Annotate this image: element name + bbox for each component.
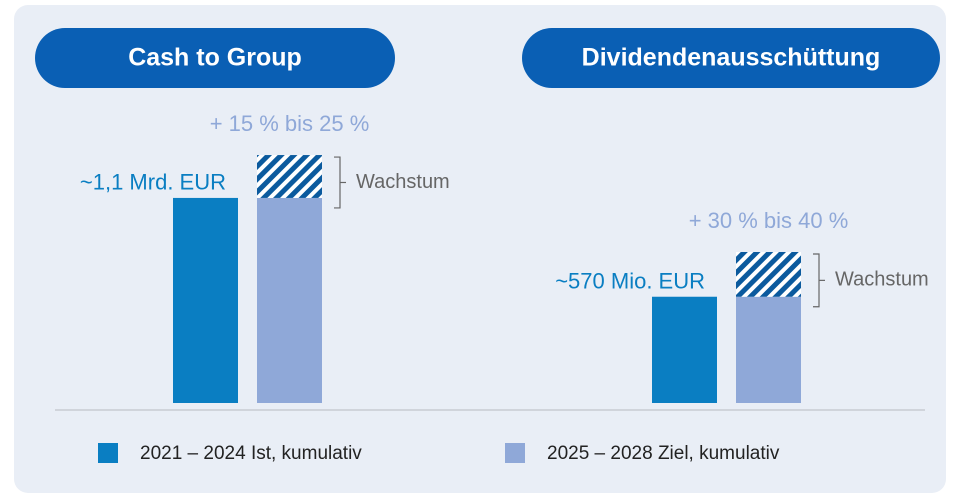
legend-swatch — [505, 443, 525, 463]
bar — [736, 296, 801, 403]
growth-segment — [257, 155, 322, 198]
title-pill — [522, 28, 940, 88]
growth-segment — [736, 251, 801, 297]
growth-annotation: Wachstum — [835, 269, 929, 291]
chart-title: Dividendenausschüttung — [582, 44, 881, 72]
chart-title: Cash to Group — [128, 44, 302, 72]
growth-annotation: Wachstum — [356, 171, 450, 193]
value-label: ~1,1 Mrd. EUR — [80, 170, 226, 195]
legend-label: 2025 – 2028 Ziel, kumulativ — [547, 443, 780, 464]
bar — [257, 197, 322, 403]
title-pill — [35, 28, 395, 88]
growth-label: + 30 % bis 40 % — [689, 208, 849, 233]
value-label: ~570 Mio. EUR — [555, 269, 705, 294]
growth-label: + 15 % bis 25 % — [210, 111, 370, 136]
bar — [652, 296, 717, 403]
legend-swatch — [98, 443, 118, 463]
legend-label: 2021 – 2024 Ist, kumulativ — [140, 443, 362, 464]
bar — [173, 197, 238, 403]
